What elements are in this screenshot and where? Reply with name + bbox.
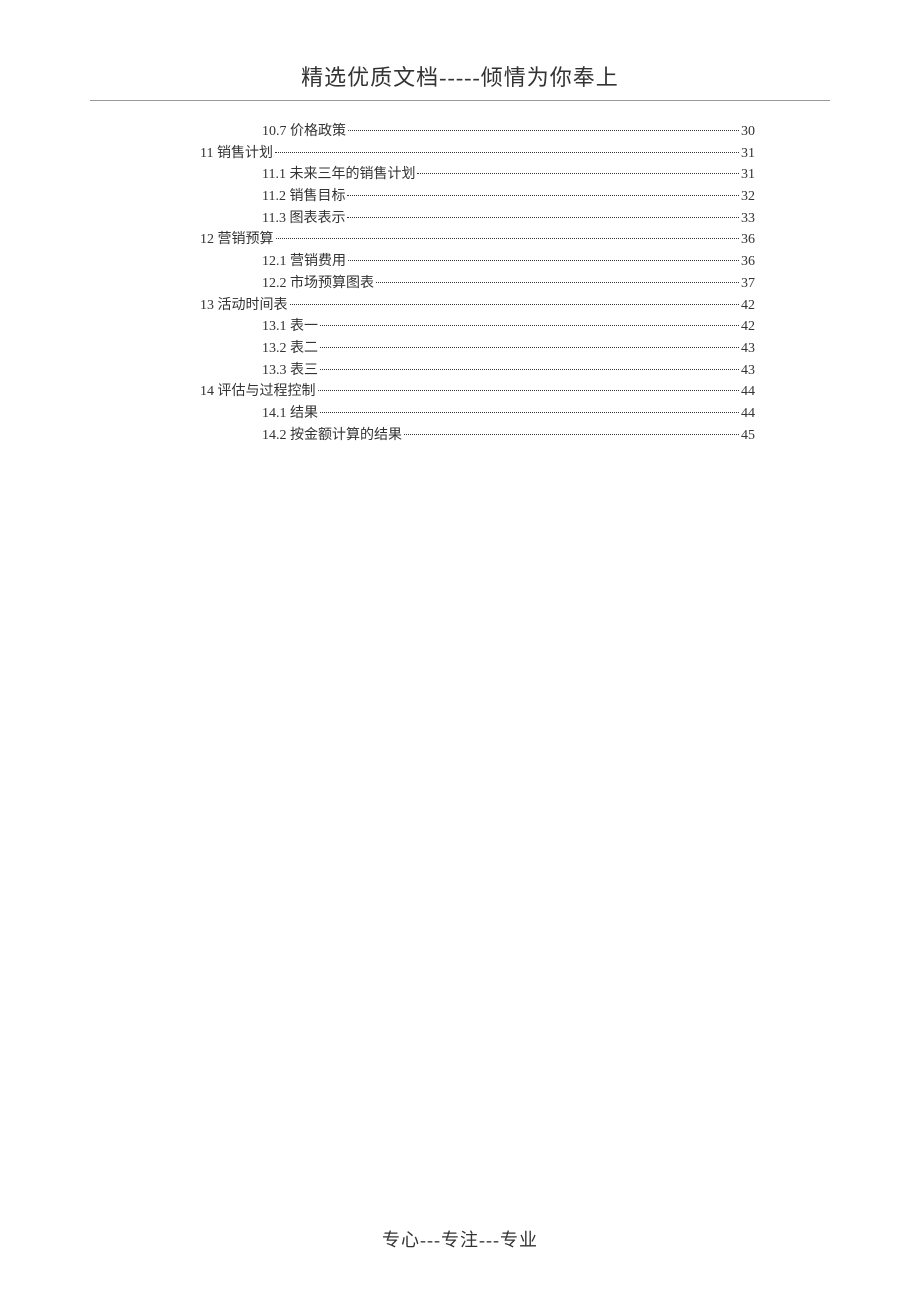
toc-entry-label: 12.2 市场预算图表 — [262, 273, 374, 295]
toc-leader-dots — [318, 390, 740, 391]
toc-leader-dots — [404, 434, 739, 435]
toc-entry-page: 33 — [741, 208, 755, 230]
toc-leader-dots — [347, 217, 739, 218]
toc-leader-dots — [320, 347, 739, 348]
toc-leader-dots — [320, 412, 739, 413]
toc-entry-label: 14 评估与过程控制 — [200, 381, 316, 403]
toc-entry: 11.1 未来三年的销售计划 31 — [200, 164, 755, 186]
toc-leader-dots — [290, 304, 740, 305]
toc-entry: 11 销售计划 31 — [200, 143, 755, 165]
toc-entry-page: 45 — [741, 425, 755, 447]
toc-entry: 14.1 结果 44 — [200, 403, 755, 425]
page-footer: 专心---专注---专业 — [0, 1226, 920, 1252]
toc-leader-dots — [320, 325, 739, 326]
toc-entry-label: 13 活动时间表 — [200, 295, 288, 317]
toc-entry-page: 32 — [741, 186, 755, 208]
toc-leader-dots — [376, 282, 739, 283]
toc-leader-dots — [348, 260, 739, 261]
toc-entry-page: 36 — [741, 229, 755, 251]
toc-entry-label: 13.2 表二 — [262, 338, 318, 360]
toc-entry: 13 活动时间表 42 — [200, 295, 755, 317]
toc-entry-label: 13.3 表三 — [262, 360, 318, 382]
toc-entry-page: 44 — [741, 403, 755, 425]
toc-entry: 14 评估与过程控制 44 — [200, 381, 755, 403]
toc-entry-label: 11 销售计划 — [200, 143, 273, 165]
toc-entry: 11.3 图表表示 33 — [200, 208, 755, 230]
toc-entry-page: 43 — [741, 360, 755, 382]
toc-entry: 10.7 价格政策 30 — [200, 121, 755, 143]
toc-entry-label: 12 营销预算 — [200, 229, 274, 251]
toc-entry-label: 11.3 图表表示 — [262, 208, 345, 230]
toc-entry: 12.2 市场预算图表 37 — [200, 273, 755, 295]
toc-entry-page: 37 — [741, 273, 755, 295]
toc-entry-label: 10.7 价格政策 — [262, 121, 346, 143]
toc-entry: 13.3 表三 43 — [200, 360, 755, 382]
toc-entry-page: 42 — [741, 316, 755, 338]
toc-entry-page: 31 — [741, 164, 755, 186]
toc-entry: 13.2 表二 43 — [200, 338, 755, 360]
toc-entry-label: 13.1 表一 — [262, 316, 318, 338]
toc-entry-page: 36 — [741, 251, 755, 273]
toc-leader-dots — [348, 130, 739, 131]
toc-entry-page: 43 — [741, 338, 755, 360]
toc-entry-page: 30 — [741, 121, 755, 143]
toc-leader-dots — [276, 238, 740, 239]
toc-entry: 12 营销预算 36 — [200, 229, 755, 251]
document-page: 精选优质文档-----倾情为你奉上 10.7 价格政策3011 销售计划3111… — [0, 0, 920, 1302]
toc-entry: 11.2 销售目标 32 — [200, 186, 755, 208]
toc-entry-label: 14.1 结果 — [262, 403, 318, 425]
toc-entry-label: 11.1 未来三年的销售计划 — [262, 164, 415, 186]
toc-entry: 14.2 按金额计算的结果 45 — [200, 425, 755, 447]
page-header: 精选优质文档-----倾情为你奉上 — [90, 60, 830, 101]
toc-entry-page: 44 — [741, 381, 755, 403]
toc-entry: 12.1 营销费用 36 — [200, 251, 755, 273]
toc-entry: 13.1 表一 42 — [200, 316, 755, 338]
toc-entry-label: 11.2 销售目标 — [262, 186, 345, 208]
toc-entry-page: 42 — [741, 295, 755, 317]
table-of-contents: 10.7 价格政策3011 销售计划3111.1 未来三年的销售计划3111.2… — [90, 121, 830, 446]
toc-entry-page: 31 — [741, 143, 755, 165]
toc-leader-dots — [417, 173, 739, 174]
toc-entry-label: 14.2 按金额计算的结果 — [262, 425, 402, 447]
toc-leader-dots — [275, 152, 739, 153]
toc-entry-label: 12.1 营销费用 — [262, 251, 346, 273]
toc-leader-dots — [320, 369, 739, 370]
toc-leader-dots — [347, 195, 739, 196]
